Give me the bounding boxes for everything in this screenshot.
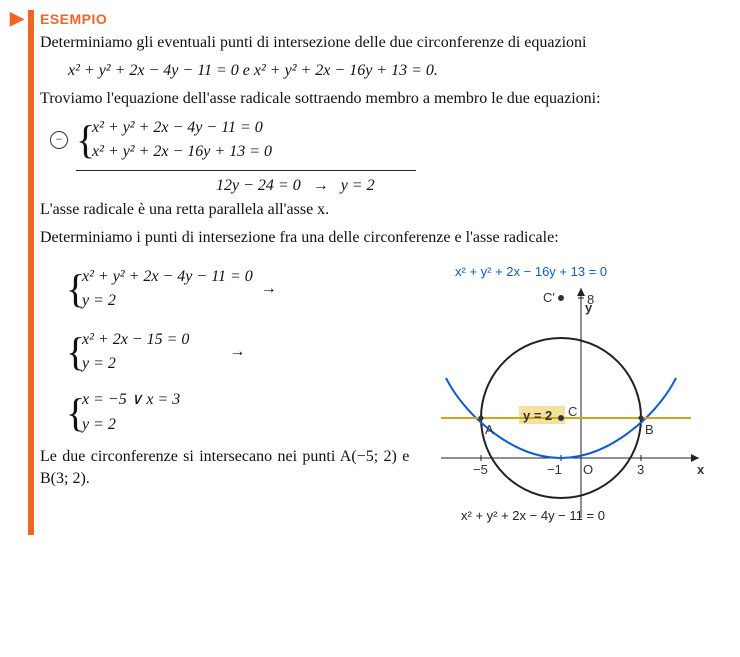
tick-neg1: −1 xyxy=(547,462,562,477)
arrow-icon: → xyxy=(229,341,245,363)
left-column: { x² + y² + 2x − 4y − 11 = 0 y = 2 → { x… xyxy=(40,258,409,497)
left-gutter: ▶ xyxy=(10,10,40,535)
conclusion-text: Le due circonferenze si intersecano nei … xyxy=(40,446,409,491)
example-block: ▶ ESEMPIO Determiniamo gli eventuali pun… xyxy=(0,0,740,555)
x-axis-label: x xyxy=(697,462,705,477)
result-right: y = 2 xyxy=(341,177,375,194)
origin-label: O xyxy=(583,462,593,477)
sys3-row1: x = −5 ∨ x = 3 xyxy=(82,389,409,411)
minus-icon: − xyxy=(50,131,68,149)
sys2-row2: y = 2 xyxy=(82,353,189,375)
subtraction-line xyxy=(76,170,416,171)
y2-label: y = 2 xyxy=(523,408,552,423)
sys2-row1: x² + 2x − 15 = 0 xyxy=(82,329,189,351)
sys1-row1: x² + y² + 2x − 4y − 11 = 0 xyxy=(82,266,253,288)
arrow-icon: ▶ xyxy=(10,8,24,29)
intersection-text: Determiniamo i punti di intersezione fra… xyxy=(40,227,724,249)
arrow-icon: → xyxy=(313,177,329,194)
system-2: { x² + 2x − 15 = 0 y = 2 xyxy=(66,327,189,378)
subtraction-system: − { x² + y² + 2x − 4y − 11 = 0 x² + y² +… xyxy=(76,117,724,197)
radical-parallel-text: L'asse radicale è una retta parallela al… xyxy=(40,199,724,221)
y-axis-label: y xyxy=(585,300,593,315)
eq-top-label: x² + y² + 2x − 16y + 13 = 0 xyxy=(455,264,607,279)
system-3: { x = −5 ∨ x = 3 y = 2 xyxy=(66,389,409,436)
circles-chart: x² + y² + 2x − 16y + 13 = 0 x² + y² + 2x… xyxy=(421,258,711,528)
right-column: x² + y² + 2x − 16y + 13 = 0 x² + y² + 2x… xyxy=(421,258,724,535)
B-label: B xyxy=(645,422,654,437)
content: ESEMPIO Determiniamo gli eventuali punti… xyxy=(40,10,724,535)
A-label: A xyxy=(485,422,494,437)
subtraction-result: 12y − 24 = 0 → y = 2 xyxy=(216,175,724,197)
sys1-row2: y = 2 xyxy=(82,290,253,312)
heading: ESEMPIO xyxy=(40,10,724,30)
tick-neg5: −5 xyxy=(473,462,488,477)
arrow-icon: → xyxy=(261,278,277,300)
result-left: 12y − 24 = 0 xyxy=(216,177,301,194)
eq-bottom-label: x² + y² + 2x − 4y − 11 = 0 xyxy=(461,508,605,523)
C-label: C xyxy=(568,404,577,419)
sub-row1: x² + y² + 2x − 4y − 11 = 0 xyxy=(92,117,724,139)
radical-axis-text: Troviamo l'equazione dell'asse radicale … xyxy=(40,88,724,110)
two-column: { x² + y² + 2x − 4y − 11 = 0 y = 2 → { x… xyxy=(40,258,724,535)
sub-row2: x² + y² + 2x − 16y + 13 = 0 xyxy=(92,141,724,163)
equation-line: x² + y² + 2x − 4y − 11 = 0 e x² + y² + 2… xyxy=(68,60,724,82)
system-1: { x² + y² + 2x − 4y − 11 = 0 y = 2 xyxy=(66,264,253,315)
orange-bar xyxy=(28,10,34,535)
intro-text: Determiniamo gli eventuali punti di inte… xyxy=(40,32,724,54)
Cprime-label: C' xyxy=(543,290,555,305)
sys3-row2: y = 2 xyxy=(82,414,409,436)
tick-3: 3 xyxy=(637,462,644,477)
